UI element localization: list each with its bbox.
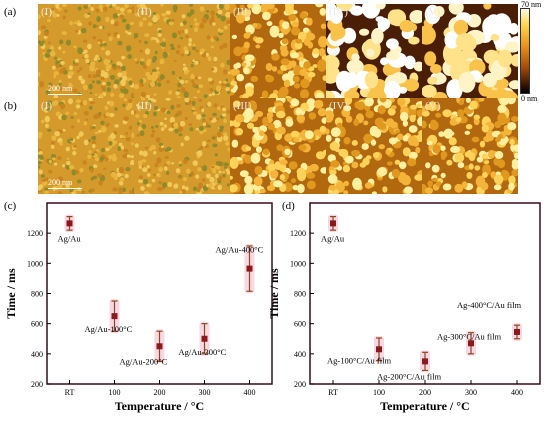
panel-label-b: (b) <box>4 100 17 112</box>
afm-image-b-1: (I) 200 nm <box>38 98 134 194</box>
chart-d-ytick-label: 200 <box>294 380 306 389</box>
chart-c-xtick-label: 100 <box>109 388 121 397</box>
chart-c-xtick-label: RT <box>65 388 75 397</box>
chart-c-point <box>201 335 208 342</box>
scale-bar <box>48 94 82 95</box>
afm-image-b-2: (II) <box>134 98 230 194</box>
colorbar-min-label: 0 nm <box>521 94 538 103</box>
afm-label-a-4: (IV) <box>329 6 348 18</box>
chart-c-point <box>111 313 118 320</box>
chart-d-point-label: Ag-300°C/Au film <box>437 331 501 341</box>
chart-d-point <box>468 340 474 347</box>
chart-d-point-label: Ag-200°C/Au film <box>377 371 441 381</box>
chart-d-ytick-label: 1000 <box>290 259 306 268</box>
afm-image-a-2: (II) <box>134 4 230 100</box>
chart-d-point <box>514 328 520 335</box>
chart-c-ylabel: Time / ms <box>4 268 18 319</box>
scale-bar <box>48 188 82 189</box>
chart-c-ytick-label: 400 <box>31 350 43 359</box>
chart-c-point-label: Ag/Au-200°C <box>120 356 168 366</box>
chart-c-xtick-label: 300 <box>199 388 211 397</box>
chart-d-xtick-label: 200 <box>419 388 431 397</box>
chart-c-point <box>66 220 73 227</box>
chart-c-ytick-label: 800 <box>31 290 43 299</box>
panel-label-c: (c) <box>4 200 17 212</box>
afm-image-a-5: (V) <box>422 4 518 100</box>
chart-d-xtick-label: 100 <box>373 388 385 397</box>
chart-d-point-label: Ag/Au <box>321 233 345 243</box>
afm-image-b-4: (IV) <box>326 98 422 194</box>
chart-c-point-label: Ag/Au-300°C <box>179 347 227 357</box>
chart-c-point-label: Ag/Au <box>58 233 82 243</box>
chart-c-point <box>246 265 253 272</box>
panel-label-d: (d) <box>282 200 295 212</box>
chart-d-xtick-label: 300 <box>465 388 477 397</box>
chart-d-xtick-label: RT <box>328 388 338 397</box>
afm-image-b-3: (III) <box>230 98 326 194</box>
chart-d-ytick-label: 1200 <box>290 229 306 238</box>
afm-label-a-2: (II) <box>137 6 152 18</box>
panel-label-a: (a) <box>4 6 17 18</box>
afm-label-b-1: (I) <box>41 100 52 112</box>
chart-d-ytick-label: 800 <box>294 290 306 299</box>
chart-d-point <box>376 346 382 353</box>
chart-d-xtick-label: 400 <box>511 388 523 397</box>
chart-d-point <box>330 220 336 227</box>
chart-c-ytick-label: 600 <box>31 320 43 329</box>
afm-label-a-1: (I) <box>41 6 52 18</box>
chart-d-point <box>422 358 428 365</box>
afm-label-a-5: (V) <box>425 6 441 18</box>
chart-d-ytick-label: 400 <box>294 350 306 359</box>
colorbar-max-label: 70 nm <box>521 0 542 9</box>
chart-d-point-label: Ag-100°C/Au film <box>327 355 391 365</box>
afm-label-b-4: (IV) <box>329 100 348 112</box>
chart-c-point-label: Ag/Au-100°C <box>85 324 133 334</box>
afm-label-b-2: (II) <box>137 100 152 112</box>
afm-image-b-5: (V) <box>422 98 518 194</box>
afm-image-a-4: (IV) <box>326 4 422 100</box>
chart-d-ytick-label: 600 <box>294 320 306 329</box>
colorbar <box>520 8 530 94</box>
chart-c-point <box>156 343 163 350</box>
chart-d-point-label: Ag-400°C/Au film <box>457 300 521 310</box>
chart-c-ytick-label: 1200 <box>27 229 43 238</box>
chart-c-xtick-label: 400 <box>244 388 256 397</box>
chart-d-xlabel: Temperature / °C <box>380 399 469 413</box>
chart-c-ytick-label: 1000 <box>27 259 43 268</box>
chart-c-xtick-label: 200 <box>154 388 166 397</box>
afm-image-a-3: (III) <box>230 4 326 100</box>
scale-bar-label: 200 nm <box>48 178 73 187</box>
scale-bar-label: 200 nm <box>48 84 73 93</box>
afm-label-b-3: (III) <box>233 100 252 112</box>
afm-label-a-3: (III) <box>233 6 252 18</box>
chart-c-xlabel: Temperature / °C <box>115 399 204 413</box>
afm-label-b-5: (V) <box>425 100 441 112</box>
chart-c-point-label: Ag/Au-400°C <box>216 245 264 255</box>
chart-c-ytick-label: 200 <box>31 380 43 389</box>
afm-image-a-1: (I) 200 nm <box>38 4 134 100</box>
chart-d-ylabel: Time / ms <box>267 268 281 319</box>
